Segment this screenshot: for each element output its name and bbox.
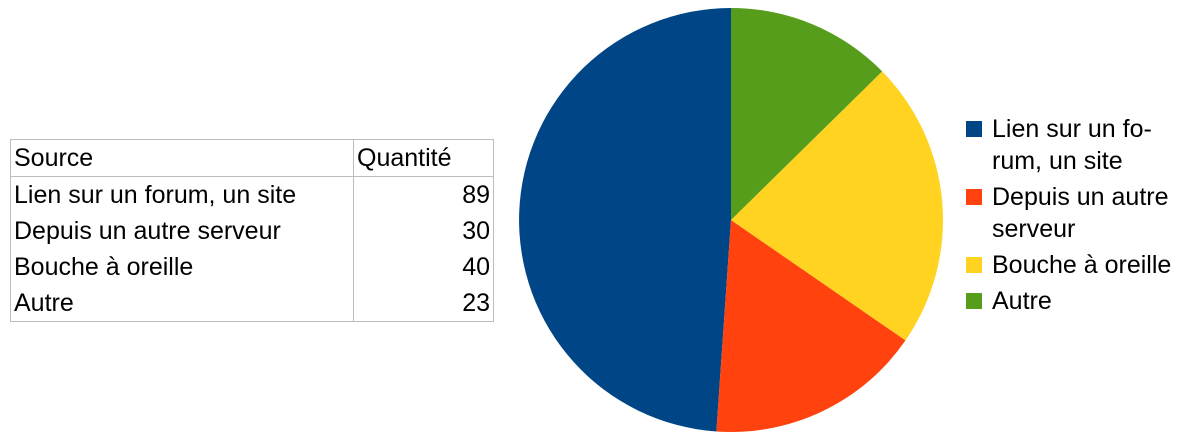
cell-source: Autre: [10, 285, 354, 322]
legend-item: Lien sur un fo-rum, un site: [966, 113, 1198, 177]
table-header-row: Source Quantité: [10, 139, 494, 177]
pie-chart: [519, 8, 943, 432]
legend-item: Autre: [966, 285, 1198, 317]
cell-source: Lien sur un forum, un site: [10, 176, 354, 213]
pie-slice: [519, 8, 731, 432]
header-source: Source: [10, 139, 354, 177]
legend-swatch: [966, 257, 982, 273]
cell-source: Depuis un autre serveur: [10, 213, 354, 249]
cell-quantity: 23: [462, 289, 490, 317]
cell-quantity: 89: [462, 181, 490, 209]
pie-slice: [716, 220, 906, 432]
legend-item: Depuis un autre serveur: [966, 181, 1198, 245]
cell-source: Bouche à oreille: [10, 249, 354, 285]
header-quantity: Quantité: [353, 139, 494, 177]
cell-quantity: 40: [462, 253, 490, 281]
legend-item: Bouche à oreille: [966, 249, 1198, 281]
table-row: Bouche à oreille 40: [10, 249, 494, 285]
legend-label: Autre: [992, 287, 1052, 315]
pie-slice: [731, 71, 943, 341]
legend-label: Bouche à oreille: [992, 251, 1172, 279]
legend-label: Depuis un autre serveur: [992, 183, 1169, 243]
legend: Lien sur un fo-rum, un site Depuis un au…: [966, 113, 1198, 321]
legend-swatch: [966, 189, 982, 205]
legend-swatch: [966, 293, 982, 309]
legend-swatch: [966, 121, 982, 137]
pie-slice: [731, 8, 883, 220]
table-row: Lien sur un forum, un site 89: [10, 176, 494, 213]
table-row: Autre 23: [10, 285, 494, 322]
cell-quantity: 30: [462, 217, 490, 245]
legend-label: Lien sur un fo-rum, un site: [992, 115, 1152, 175]
table-row: Depuis un autre serveur 30: [10, 213, 494, 249]
data-table: Source Quantité Lien sur un forum, un si…: [10, 139, 494, 322]
